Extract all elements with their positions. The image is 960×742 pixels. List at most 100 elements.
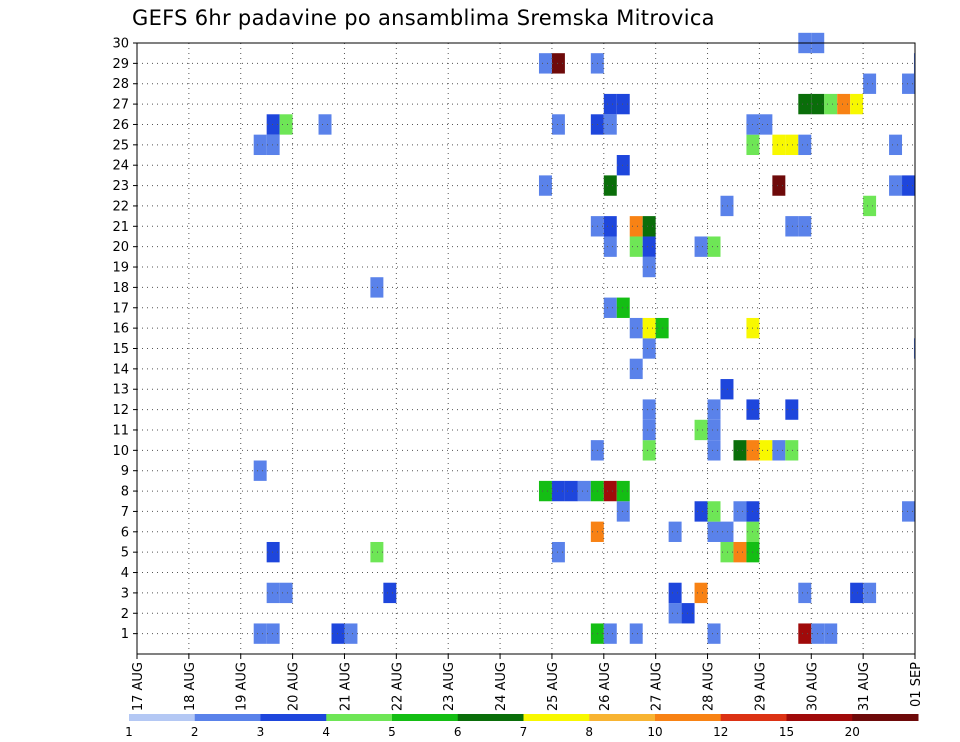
heatmap-cell: [824, 93, 838, 115]
y-tick-label: 26: [112, 118, 129, 133]
y-tick-label: 14: [112, 362, 129, 377]
heatmap-cell: [733, 541, 747, 563]
heatmap-cell: [850, 93, 864, 115]
y-tick-label: 3: [121, 586, 129, 601]
heatmap-cell: [707, 419, 721, 441]
heatmap-cell: [902, 501, 915, 522]
heatmap-cell: [707, 521, 721, 542]
y-tick-label: 27: [112, 98, 129, 113]
heatmap-cell: [772, 175, 786, 196]
heatmap-cell: [538, 480, 552, 502]
x-tick-label: 29 AUG: [753, 662, 768, 711]
colorbar-segment: [326, 714, 393, 721]
y-tick-label: 11: [112, 423, 129, 438]
heatmap-cell: [370, 541, 384, 563]
heatmap-cell: [642, 236, 656, 257]
heatmap-cell: [913, 53, 915, 74]
heatmap-cell: [889, 175, 903, 196]
heatmap-cell: [603, 114, 617, 135]
heatmap-cell: [785, 399, 799, 420]
heatmap-cell: [253, 460, 267, 481]
y-tick-label: 5: [121, 546, 129, 561]
y-tick-label: 18: [112, 281, 129, 296]
colorbar-segment: [852, 714, 919, 721]
heatmap-cell: [863, 195, 877, 217]
heatmap-cell: [642, 256, 656, 278]
heatmap-cell: [824, 623, 838, 644]
heatmap-cell: [266, 582, 280, 604]
heatmap-cell: [707, 399, 721, 420]
x-tick-label: 31 AUG: [857, 662, 872, 711]
y-tick-label: 20: [112, 240, 129, 255]
heatmap-cell: [629, 358, 643, 380]
heatmap-cell: [720, 521, 734, 542]
heatmap-cell: [694, 236, 708, 257]
colorbar-label: 6: [454, 725, 462, 739]
heatmap-cell: [913, 73, 915, 94]
y-tick-label: 9: [121, 464, 129, 479]
heatmap-cell: [707, 623, 721, 644]
heatmap-cell: [733, 440, 747, 461]
y-tick-label: 23: [112, 179, 129, 194]
colorbar-label: 7: [520, 725, 528, 739]
heatmap-cell: [889, 134, 903, 156]
y-tick-label: 30: [112, 37, 129, 52]
heatmap-cell: [629, 317, 643, 339]
heatmap-cell: [603, 216, 617, 237]
x-tick-label: 01 SEP: [909, 662, 924, 707]
colorbar-segment: [523, 714, 590, 721]
heatmap-cell: [798, 134, 812, 156]
x-tick-label: 24 AUG: [494, 662, 509, 711]
heatmap-cell: [318, 114, 332, 135]
heatmap-cell: [785, 134, 799, 156]
y-tick-label: 17: [112, 301, 129, 316]
heatmap-cell: [668, 582, 682, 604]
heatmap-cell: [707, 440, 721, 461]
colorbar-segment: [457, 714, 524, 721]
colorbar-label: 1: [125, 725, 133, 739]
heatmap-cell: [733, 501, 747, 522]
heatmap-cell: [279, 114, 293, 135]
colorbar-label: 15: [779, 725, 794, 739]
y-tick-label: 28: [112, 77, 129, 92]
colorbar-segment: [260, 714, 327, 721]
x-tick-label: 18 AUG: [183, 662, 198, 711]
colorbar-label: 2: [191, 725, 199, 739]
heatmap-cell: [603, 236, 617, 257]
colorbar-label: 12: [713, 725, 728, 739]
y-tick-label: 4: [121, 566, 129, 581]
y-tick-label: 24: [112, 159, 129, 174]
x-tick-label: 22 AUG: [390, 662, 405, 711]
heatmap-cell: [603, 480, 617, 502]
y-tick-label: 25: [112, 138, 129, 153]
colorbar-label: 5: [388, 725, 396, 739]
x-tick-label: 26 AUG: [598, 662, 613, 711]
heatmap-cell: [694, 419, 708, 441]
heatmap-cell: [785, 440, 799, 461]
colorbar-segment: [129, 714, 196, 721]
heatmap-cell: [720, 379, 734, 400]
heatmap-cell: [642, 440, 656, 461]
heatmap-cell: [694, 501, 708, 522]
heatmap-cell: [551, 541, 565, 563]
colorbar-segment: [589, 714, 656, 721]
heatmap-cell: [564, 480, 578, 502]
heatmap-cell: [798, 216, 812, 237]
y-tick-label: 10: [112, 444, 129, 459]
heatmap-cell: [837, 93, 851, 115]
colorbar-segment: [194, 714, 261, 721]
colorbar-segment: [655, 714, 722, 721]
heatmap-cell: [629, 216, 643, 237]
heatmap-cell: [253, 623, 267, 644]
heatmap-cell: [616, 93, 630, 115]
heatmap-cell: [798, 623, 812, 644]
heatmap-cell: [707, 501, 721, 522]
x-tick-label: 17 AUG: [131, 662, 146, 711]
heatmap-cell: [759, 114, 773, 135]
heatmap-cell: [616, 501, 630, 522]
heatmap-cell: [863, 73, 877, 94]
heatmap-cell: [266, 134, 280, 156]
chart-title: GEFS 6hr padavine po ansamblima Sremska …: [132, 6, 715, 30]
heatmap-cell: [642, 399, 656, 420]
